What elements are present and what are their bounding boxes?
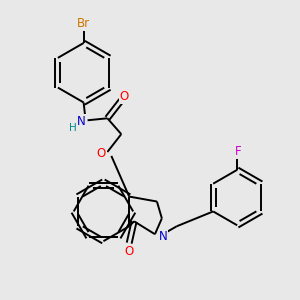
Text: O: O bbox=[120, 90, 129, 103]
Text: F: F bbox=[235, 146, 242, 158]
Text: O: O bbox=[97, 148, 106, 160]
Text: N: N bbox=[77, 115, 86, 128]
Text: Br: Br bbox=[77, 17, 90, 30]
Text: N: N bbox=[158, 230, 167, 243]
Text: O: O bbox=[124, 244, 134, 258]
Text: H: H bbox=[69, 123, 76, 133]
